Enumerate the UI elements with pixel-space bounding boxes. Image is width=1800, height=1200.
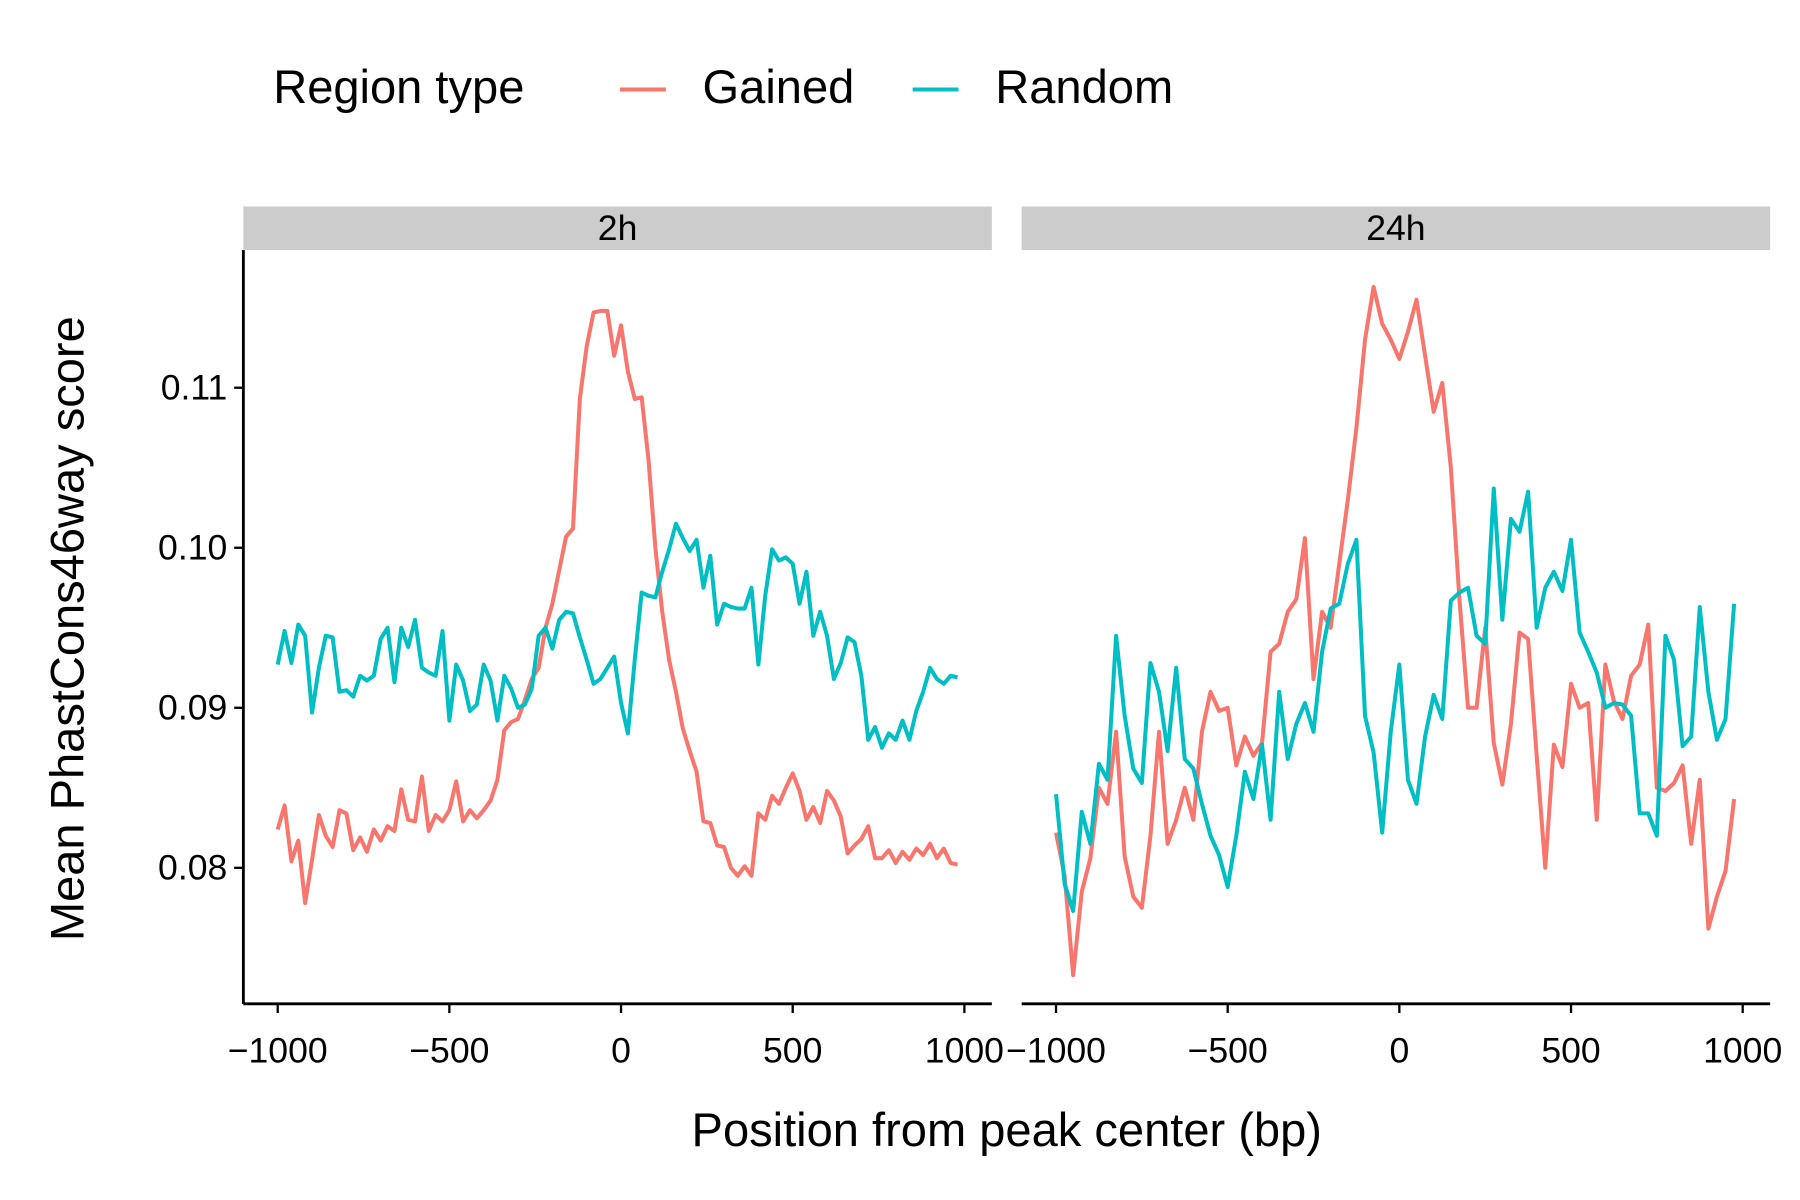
y-axis-title: Mean PhastCons46way score (41, 316, 94, 941)
legend-label: Gained (703, 60, 855, 113)
x-tick-label: 500 (1541, 1031, 1600, 1071)
y-tick-label: 0.09 (158, 687, 227, 727)
legend-title: Region type (273, 60, 524, 113)
y-tick-label: 0.10 (158, 527, 227, 567)
y-tick-label: 0.08 (158, 847, 227, 887)
x-axis-title: Position from peak center (bp) (692, 1103, 1322, 1156)
data-line (1054, 486, 1737, 914)
y-tick-label: 0.11 (161, 367, 228, 407)
x-tick-label: 0 (1389, 1031, 1409, 1071)
data-line (275, 521, 958, 750)
x-tick-label: −500 (409, 1031, 489, 1071)
x-tick-label: 0 (611, 1031, 631, 1071)
data-line (1054, 284, 1737, 978)
legend-label: Random (995, 60, 1173, 113)
x-tick-label: 1000 (925, 1031, 1004, 1071)
facet-strip (243, 206, 992, 251)
x-tick-label: 500 (763, 1031, 822, 1071)
facet-label: 24h (1366, 208, 1425, 248)
facet-label: 2h (598, 208, 638, 248)
facet-strip (1021, 206, 1771, 251)
x-tick-label: −1000 (1006, 1031, 1106, 1071)
x-tick-label: −500 (1188, 1031, 1268, 1071)
data-line (275, 308, 958, 906)
x-tick-label: 1000 (1703, 1031, 1782, 1071)
x-tick-label: −1000 (228, 1031, 328, 1071)
